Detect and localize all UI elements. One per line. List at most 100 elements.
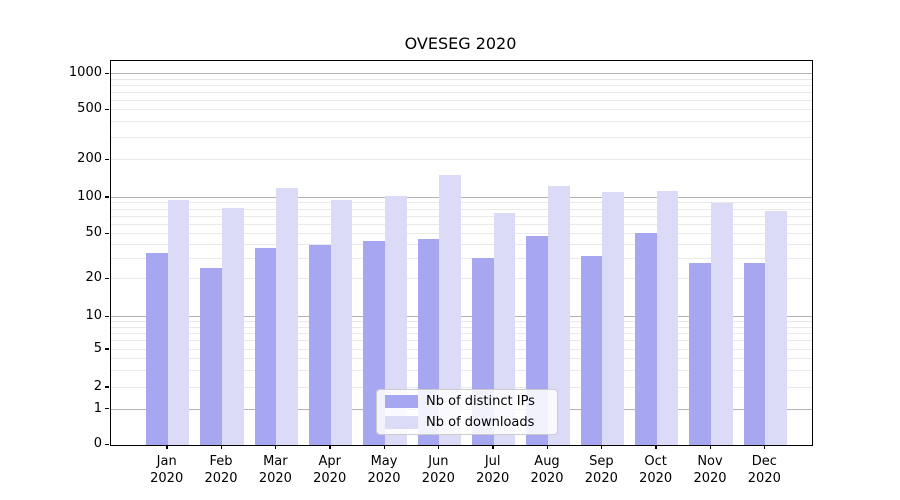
gridline-minor [111, 333, 812, 335]
x-tick [383, 445, 385, 449]
gridline-minor [111, 278, 812, 280]
x-tick-label: Sep 2020 [584, 454, 618, 486]
gridline-minor [111, 84, 812, 86]
gridline-minor [111, 208, 812, 210]
gridline-minor [111, 233, 812, 235]
gridline-minor [111, 91, 812, 93]
x-tick [546, 445, 548, 449]
x-tick [220, 445, 222, 449]
gridline-minor [111, 386, 812, 388]
gridline-minor [111, 340, 812, 342]
bar-downloads-nov [711, 202, 733, 445]
x-tick [329, 445, 331, 449]
y-tick [105, 277, 109, 280]
y-tick-label: 200 [77, 151, 102, 167]
gridline-minor [111, 109, 812, 111]
x-tick [709, 445, 711, 449]
gridline-minor [111, 370, 812, 372]
gridline-minor [111, 121, 812, 123]
x-tick-label: Oct 2020 [639, 454, 673, 486]
gridline-minor [111, 258, 812, 260]
legend-label: Nb of distinct IPs [426, 394, 535, 409]
y-tick [105, 196, 109, 198]
bar-downloads-oct [656, 191, 679, 445]
x-tick-label: Dec 2020 [747, 454, 781, 486]
x-tick [166, 445, 168, 449]
bar-downloads-aug [548, 186, 570, 445]
y-tick [105, 108, 109, 111]
y-tick [105, 408, 109, 410]
y-tick-label: 100 [77, 188, 102, 204]
bar-downloads-jan [167, 200, 190, 445]
y-tick-label: 50 [85, 225, 102, 241]
gridline-minor [111, 99, 812, 101]
x-tick-label: Feb 2020 [204, 454, 238, 486]
bar-distinct-ips-nov [689, 262, 711, 445]
bar-downloads-jul [493, 212, 516, 445]
gridline-major [111, 316, 812, 318]
bar-distinct-ips-mar [254, 247, 277, 445]
y-tick-label: 20 [85, 270, 102, 286]
y-tick-label: 1000 [68, 65, 102, 81]
gridline-minor [111, 321, 812, 323]
y-tick-label: 1 [93, 400, 102, 416]
y-tick-label: 5 [93, 340, 102, 356]
gridline-minor [111, 358, 812, 360]
bar-distinct-ips-feb [200, 268, 223, 445]
gridline-minor [111, 202, 812, 204]
bar-distinct-ips-oct [634, 233, 657, 445]
gridline-minor [111, 223, 812, 225]
gridline-minor [111, 215, 812, 217]
x-tick [437, 445, 440, 449]
x-tick-label: Nov 2020 [693, 454, 727, 486]
x-tick-label: May 2020 [367, 454, 401, 486]
y-tick [105, 72, 109, 75]
bar-downloads-apr [330, 199, 353, 445]
bar-downloads-may [385, 196, 407, 445]
x-tick-label: Mar 2020 [258, 454, 292, 486]
legend-swatch-downloads [385, 416, 418, 429]
gridline-major [111, 196, 812, 198]
legend-entry: Nb of downloads [385, 414, 549, 431]
x-tick [274, 445, 277, 449]
bar-distinct-ips-sep [580, 256, 603, 445]
y-tick-label: 0 [93, 436, 102, 451]
gridline-minor [111, 244, 812, 246]
legend-entry: Nb of distinct IPs [385, 393, 549, 410]
y-tick [105, 348, 109, 350]
gridline-minor [111, 137, 812, 139]
x-tick-label: Jan 2020 [150, 454, 184, 486]
legend-swatch-distinct-ips [385, 395, 418, 408]
y-tick [105, 386, 109, 388]
gridline-minor [111, 349, 812, 350]
bar-downloads-mar [276, 187, 299, 445]
x-tick [492, 445, 494, 449]
gridline-minor [111, 326, 812, 328]
y-tick [105, 315, 109, 318]
x-tick [600, 445, 603, 449]
x-tick [655, 445, 657, 449]
y-tick-label: 500 [77, 101, 102, 117]
x-tick-label: Jun 2020 [421, 454, 455, 486]
x-tick [763, 445, 766, 449]
y-tick [105, 443, 109, 445]
legend: Nb of distinct IPs Nb of downloads [376, 389, 558, 435]
chart-title: OVESEG 2020 [404, 34, 517, 53]
legend-label: Nb of downloads [426, 415, 535, 430]
bar-downloads-jun [439, 175, 462, 445]
bar-distinct-ips-dec [743, 262, 766, 445]
gridline-minor [111, 159, 812, 161]
bar-distinct-ips-apr [308, 245, 331, 445]
y-tick [105, 232, 109, 235]
x-tick-label: Aug 2020 [530, 454, 564, 486]
x-tick-label: Apr 2020 [313, 454, 347, 486]
gridline-minor [111, 78, 812, 80]
bar-downloads-dec [765, 210, 788, 445]
gridline-major [111, 73, 812, 75]
x-tick-label: Jul 2020 [476, 454, 510, 486]
y-tick [105, 158, 109, 161]
bar-downloads-feb [222, 207, 244, 445]
bar-distinct-ips-jan [146, 253, 168, 445]
y-tick-label: 10 [85, 308, 102, 324]
